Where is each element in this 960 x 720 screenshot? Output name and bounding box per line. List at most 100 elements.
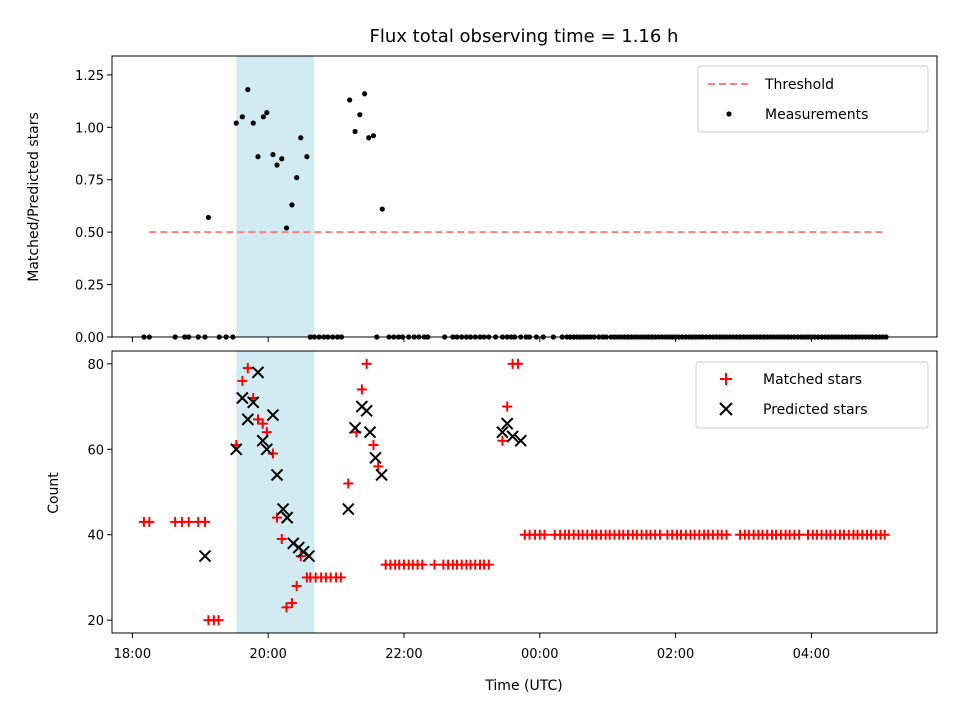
predicted-star-point (500, 417, 514, 430)
top-measurement-point (245, 86, 251, 93)
top-measurement-point (304, 154, 310, 160)
predicted-star-point (276, 502, 290, 516)
top-measurement-point (233, 120, 239, 126)
predicted-star-point (230, 443, 243, 456)
predicted-star-stroke-b (276, 502, 290, 516)
top-measurement-point (264, 110, 270, 116)
matched-star-point (335, 572, 346, 583)
matched-star-point (183, 516, 194, 527)
bottom-ytick-label: 20 (87, 614, 104, 629)
top-measurement-point (279, 156, 285, 162)
chart-title: Flux total observing time = 1.16 h (370, 26, 679, 47)
predicted-star-point (348, 421, 362, 435)
legend-measurements-swatch (726, 111, 732, 117)
predicted-star-stroke-b (360, 404, 373, 418)
matched-star-point (361, 358, 372, 369)
top-measurement-point (270, 151, 276, 158)
predicted-star-stroke-b (496, 425, 509, 439)
matched-star-point (502, 401, 513, 412)
matched-star-point (497, 435, 508, 446)
top-measurement-point (366, 135, 372, 141)
predicted-star-stroke-b (348, 421, 362, 435)
top-measurement-point (298, 135, 304, 141)
top-measurement-point (239, 114, 245, 120)
matched-star-point (200, 516, 211, 527)
predicted-star-point (280, 511, 294, 524)
legend-predicted-label: Predicted stars (763, 402, 868, 418)
predicted-star-stroke-b (256, 434, 269, 447)
legend-threshold-label: Threshold (764, 77, 834, 93)
predicted-star-stroke-b (270, 468, 284, 482)
predicted-star-stroke-b (247, 396, 260, 409)
predicted-star-point (302, 549, 316, 563)
matched-star-point (291, 581, 302, 591)
matched-star-point (281, 602, 292, 613)
top-measurement-point (352, 128, 358, 135)
predicted-star-stroke-b (514, 434, 527, 447)
legend-measurements-label: Measurements (765, 107, 868, 123)
predicted-star-point (251, 366, 265, 379)
predicted-star-stroke-b (251, 366, 265, 379)
predicted-star-point (506, 430, 519, 443)
matched-star-point (513, 358, 524, 369)
predicted-star-stroke-b (375, 468, 388, 482)
legend-matched-label: Matched stars (763, 372, 862, 388)
predicted-star-stroke-b (342, 502, 355, 516)
top-ytick-label: 0.75 (75, 174, 104, 189)
bottom-plot-frame (111, 350, 938, 634)
matched-star-point (295, 551, 306, 562)
bottom-ylabel: Count (46, 472, 62, 514)
predicted-star-point (256, 434, 269, 447)
top-measurement-point (255, 154, 261, 160)
top-ytick-label: 1.25 (75, 69, 104, 84)
matched-star-point (483, 559, 494, 570)
predicted-star-stroke-b (241, 413, 255, 426)
predicted-star-point (247, 396, 260, 409)
predicted-star-stroke-b (230, 443, 243, 456)
bottom-ytick-label: 80 (87, 358, 104, 373)
predicted-star-point (342, 502, 355, 516)
top-plot-frame (111, 55, 938, 338)
top-shaded-region (236, 56, 315, 337)
predicted-star-point (266, 408, 280, 422)
matched-star-point (276, 534, 287, 544)
top-measurement-point (289, 202, 295, 208)
xtick-label: 04:00 (793, 647, 830, 662)
xtick-label: 18:00 (114, 647, 151, 662)
bottom-ytick-label: 60 (87, 443, 104, 458)
legend-matched-swatch (720, 373, 732, 385)
top-measurement-point (361, 91, 368, 97)
matched-star-point (373, 461, 384, 472)
top-measurement-point (260, 114, 267, 120)
predicted-star-stroke-b (506, 430, 519, 443)
top-measurement-point (274, 162, 280, 168)
predicted-star-stroke-b (369, 451, 382, 465)
matched-star-point (429, 559, 440, 570)
matched-star-point (539, 529, 550, 540)
matched-star-point (286, 598, 297, 609)
predicted-star-point (369, 451, 382, 465)
matched-star-point (794, 529, 805, 540)
matched-star-point (237, 375, 248, 386)
predicted-star-point (375, 468, 388, 482)
top-panel: 0.00 0.25 0.50 0.75 1.00 1.25 (75, 55, 938, 346)
bottom-legend-box (695, 361, 929, 429)
top-ytick-label: 1.00 (75, 121, 104, 136)
top-ytick-label: 0.50 (75, 226, 104, 241)
matched-star-point (417, 559, 428, 570)
top-legend: Threshold Measurements (697, 65, 929, 133)
xtick-label: 22:00 (385, 647, 422, 662)
predicted-star-point (496, 425, 509, 439)
xtick-label: 20:00 (249, 647, 286, 662)
top-measurement-point (370, 133, 377, 139)
top-measurement-point (357, 112, 363, 118)
top-ytick-label: 0.25 (75, 279, 104, 294)
predicted-star-stroke-b (302, 549, 316, 563)
top-measurement-point (379, 206, 385, 212)
matched-star-point (272, 512, 282, 523)
bottom-xlabel: Time (UTC) (484, 678, 562, 694)
legend-predicted-swatch (719, 402, 733, 416)
predicted-star-point (260, 443, 274, 456)
predicted-star-stroke-b (260, 443, 274, 456)
